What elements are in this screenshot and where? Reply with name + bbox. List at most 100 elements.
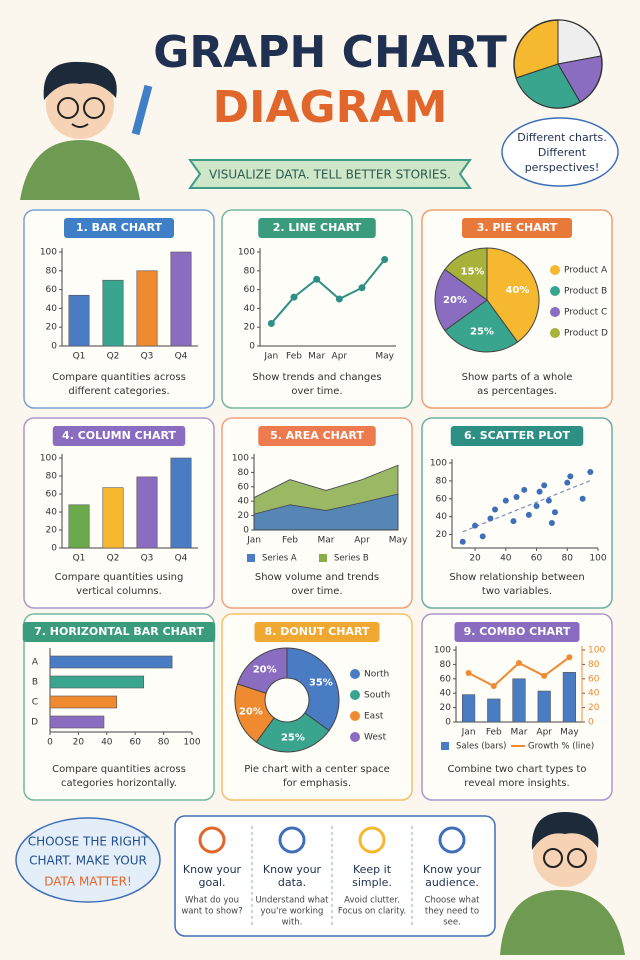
- bar: [49, 655, 173, 669]
- x-tick-label: Apr: [332, 352, 348, 362]
- slice: [286, 647, 340, 732]
- point: [564, 479, 571, 486]
- x-tick-label: 100: [589, 554, 606, 564]
- tip-text: you're working: [261, 907, 324, 917]
- legend-swatch: [319, 554, 327, 562]
- character-bottom: [500, 812, 625, 955]
- point: [548, 519, 555, 526]
- bar: [136, 270, 158, 347]
- legend-label: East: [364, 712, 384, 722]
- x-tick-label: Mar: [511, 728, 528, 738]
- point: [492, 506, 499, 513]
- tip-icon: [198, 826, 226, 854]
- point: [533, 502, 540, 509]
- caption: Show parts of a whole: [462, 372, 573, 383]
- slogan: CHART. MAKE YOUR: [29, 854, 147, 868]
- panel: [421, 417, 613, 609]
- point: [472, 522, 479, 529]
- title-badge: [64, 218, 174, 238]
- tip-text: Avoid clutter.: [344, 896, 400, 906]
- slice: [444, 247, 488, 301]
- title-badge: [52, 426, 186, 446]
- y-tick-label: 0: [249, 342, 255, 352]
- line: [270, 258, 386, 325]
- y-tick-label: 20: [244, 323, 256, 333]
- bubble-text: Different: [538, 146, 587, 159]
- y-tick-label: 20: [436, 530, 448, 540]
- title-badge: [254, 622, 380, 642]
- legend-swatch: [350, 711, 360, 721]
- y-tick-label: 100: [40, 454, 57, 464]
- point: [502, 497, 509, 504]
- x-tick-label: 60: [531, 554, 543, 564]
- point: [521, 486, 528, 493]
- slice-label: 40%: [505, 285, 529, 296]
- title: GRAPH CHART: [153, 27, 507, 78]
- x-tick-label: Feb: [486, 728, 502, 738]
- slice-label: 20%: [443, 295, 467, 306]
- character-top: [20, 61, 153, 200]
- y-tick-label: 80: [244, 266, 256, 276]
- y-tick-label: 0: [445, 718, 451, 728]
- legend-label: Series B: [334, 554, 369, 564]
- y-tick-label: 40: [436, 512, 448, 522]
- tip-title: goal.: [198, 876, 225, 889]
- y-tick-label: 20: [238, 511, 250, 521]
- chart-title: 4. COLUMN CHART: [62, 429, 176, 442]
- point: [267, 319, 275, 327]
- tip-text: with.: [282, 918, 303, 928]
- point: [335, 295, 343, 303]
- tip-title: audience.: [425, 876, 479, 889]
- y-tick-label: 0: [51, 342, 57, 352]
- title-badge: [462, 218, 572, 238]
- bar: [461, 694, 476, 723]
- caption: Compare quantities using: [55, 572, 184, 583]
- chart-title: 8. DONUT CHART: [265, 625, 370, 638]
- tip-text: Focus on clarity.: [338, 907, 406, 917]
- y-tick-label: 60: [46, 490, 58, 500]
- banner: [188, 159, 472, 189]
- caption: Compare quantities across: [52, 764, 186, 775]
- caption: Show relationship between: [449, 572, 584, 583]
- bar: [68, 294, 90, 347]
- x-tick-label: Feb: [282, 536, 298, 546]
- point: [541, 482, 548, 489]
- y-tick-label: 100: [238, 248, 255, 258]
- y-tick-label: 40: [46, 508, 58, 518]
- slice-label: 25%: [281, 733, 305, 744]
- y-tick-label: 60: [588, 674, 600, 684]
- y-tick-label: B: [32, 678, 38, 688]
- slice: [255, 712, 330, 753]
- y-tick-label: 80: [588, 660, 600, 670]
- chart-title: 9. COMBO CHART: [464, 625, 571, 638]
- panel: [221, 209, 413, 409]
- tip-title: Know your: [183, 863, 242, 876]
- legend-swatch: [550, 307, 560, 317]
- y-tick-label: 40: [46, 304, 58, 314]
- point: [551, 509, 558, 516]
- slogan-cloud: [15, 817, 161, 903]
- caption: for emphasis.: [283, 778, 351, 789]
- point: [313, 275, 321, 283]
- chart-title: 6. SCATTER PLOT: [464, 429, 570, 442]
- y-tick-label: 80: [46, 472, 58, 482]
- caption: Combine two chart types to: [448, 764, 587, 775]
- tip-text: Understand what: [255, 896, 329, 906]
- point: [587, 468, 594, 475]
- caption: two variables.: [482, 586, 552, 597]
- legend-label: North: [364, 670, 389, 680]
- x-tick-label: Q4: [175, 352, 188, 362]
- y-tick-label: 20: [588, 703, 600, 713]
- y-tick-label: 80: [46, 266, 58, 276]
- x-tick-label: May: [560, 728, 579, 738]
- slice-label: 35%: [309, 678, 333, 689]
- slogan: DATA MATTER!: [44, 875, 132, 889]
- legend-swatch: [550, 265, 560, 275]
- legend-label: Sales (bars): [456, 742, 507, 752]
- charts: 1. BAR CHART Compare quantities across dif…: [22, 209, 613, 801]
- x-tick-label: Q3: [141, 554, 154, 564]
- legend-swatch: [350, 669, 360, 679]
- x-tick-label: 20: [469, 554, 481, 564]
- tip-title: simple.: [352, 876, 392, 889]
